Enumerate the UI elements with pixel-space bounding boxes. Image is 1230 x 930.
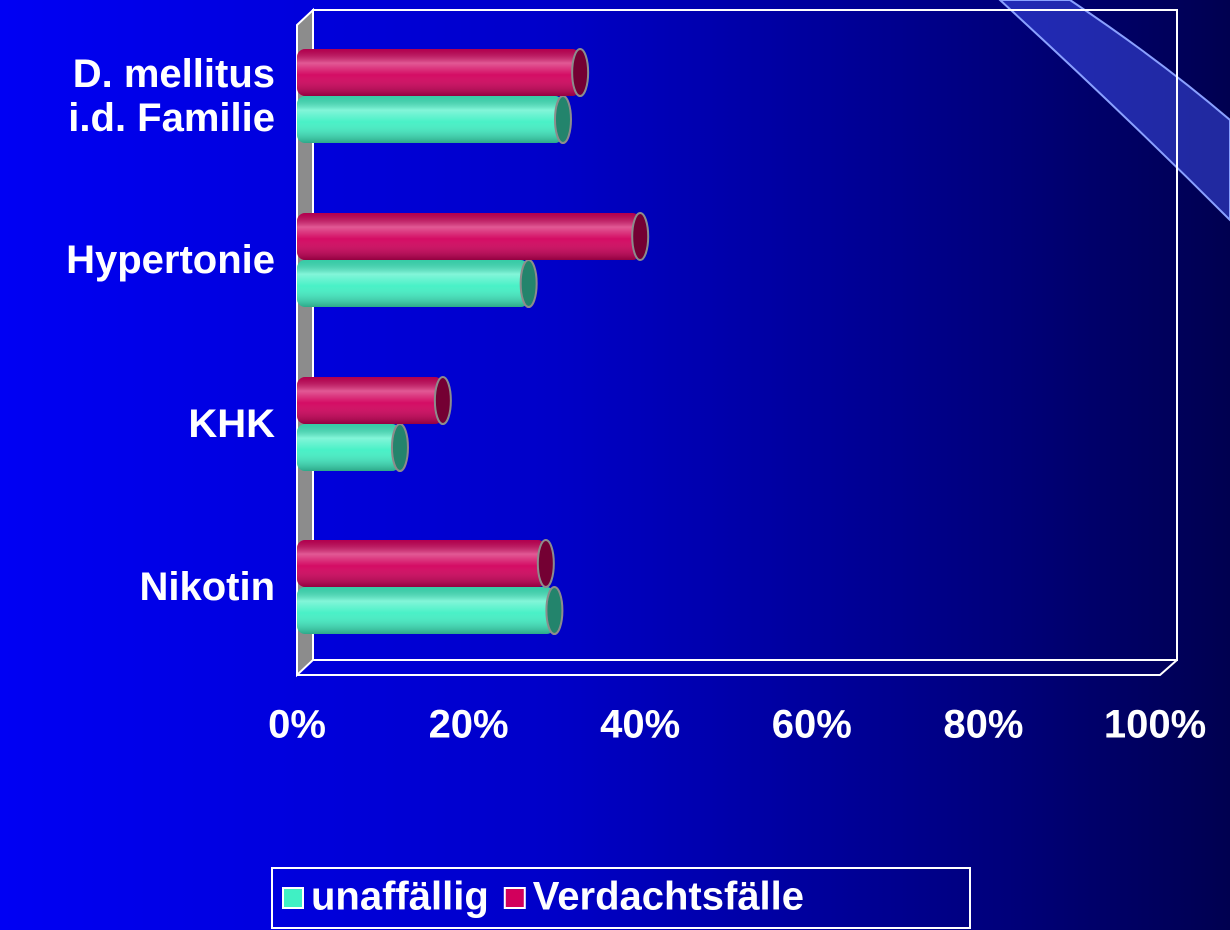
x-tick-label: 0% <box>268 703 326 747</box>
legend-box <box>271 867 971 929</box>
bar-cap <box>536 539 555 588</box>
bar-cap <box>553 95 572 144</box>
bar-shade <box>297 377 443 424</box>
category-label: D. mellitus i.d. Familie <box>68 52 275 140</box>
category-label: Nikotin <box>139 565 275 609</box>
bar-cap <box>433 376 452 425</box>
floor <box>297 659 1178 676</box>
x-tick-label: 100% <box>1104 703 1206 747</box>
bar-cap <box>390 423 409 472</box>
bar-shade <box>297 540 546 587</box>
bar-shade <box>297 213 641 260</box>
category-label: KHK <box>188 402 275 446</box>
legend-label: unaffällig <box>311 875 489 919</box>
bar-cap <box>545 586 564 635</box>
legend-label: Verdachtsfälle <box>533 875 804 919</box>
legend-swatch <box>282 887 304 909</box>
bar-shade <box>297 587 555 634</box>
decoration-swoosh <box>998 0 1230 222</box>
category-label: Hypertonie <box>66 238 275 282</box>
x-tick-label: 40% <box>600 703 680 747</box>
bar-cap <box>519 259 538 308</box>
x-tick-label: 20% <box>429 703 509 747</box>
x-tick-label: 60% <box>772 703 852 747</box>
bar-cap <box>571 48 590 97</box>
bar-shade <box>297 49 581 96</box>
bar-shade <box>297 96 563 143</box>
legend-swatch <box>503 887 526 909</box>
plot-frame <box>312 9 1178 661</box>
bar-shade <box>297 260 529 307</box>
bar-shade <box>297 424 400 471</box>
bar-cap <box>631 212 650 261</box>
x-tick-label: 80% <box>943 703 1023 747</box>
